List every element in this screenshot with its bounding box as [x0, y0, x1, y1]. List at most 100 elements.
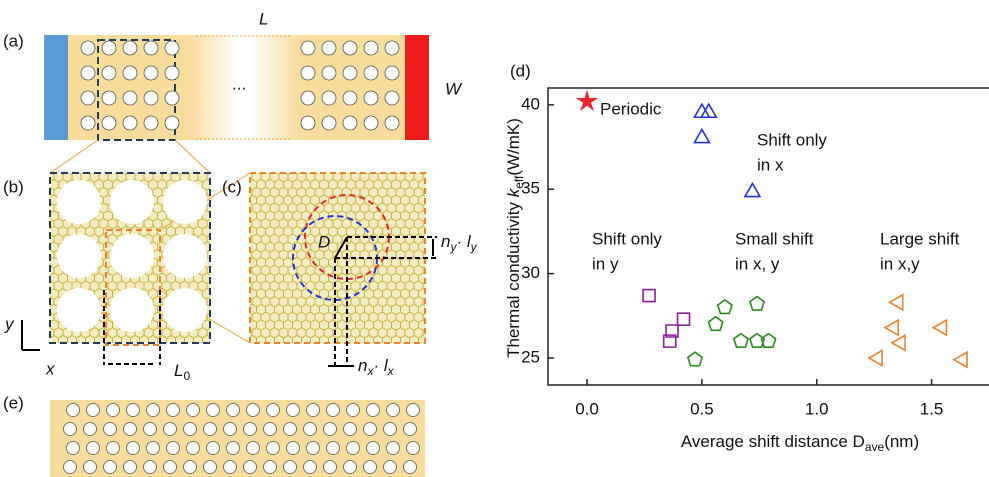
pore — [287, 442, 300, 455]
y-axis-label: Thermal conductivity keff(W/mK) — [504, 118, 526, 358]
xlabel-unit: (nm) — [884, 432, 919, 451]
pore — [57, 180, 101, 224]
l0-label: L0 — [174, 361, 190, 383]
width-label: W — [445, 79, 463, 98]
series-label: in x,y — [880, 254, 920, 273]
pore — [304, 461, 317, 474]
length-label: L — [259, 9, 268, 28]
pore — [224, 461, 237, 474]
panel-label: (c) — [222, 177, 242, 196]
y-tick-label: 35 — [521, 179, 540, 198]
x-tick-label: 1.5 — [920, 399, 944, 418]
point — [750, 297, 764, 311]
hot-lead — [405, 35, 429, 140]
x-tick-label: 0.5 — [690, 399, 714, 418]
pore — [347, 404, 360, 417]
l0: L — [174, 361, 183, 380]
pore — [347, 442, 360, 455]
ny-label: ny· ly — [441, 232, 478, 254]
pore — [144, 423, 157, 436]
figure: (a) (b) (c) (e) L W ... y x L0 D ny· ly … — [0, 0, 989, 477]
panel-label: (d) — [510, 61, 531, 80]
ellipsis: ... — [232, 74, 246, 93]
pore — [384, 461, 397, 474]
point — [869, 351, 882, 366]
nx-label: nx· lx — [358, 356, 395, 378]
pore — [87, 404, 100, 417]
pore — [144, 116, 158, 130]
pore — [81, 41, 95, 55]
pore — [87, 442, 100, 455]
pore — [127, 404, 140, 417]
pore — [322, 66, 336, 80]
pore — [404, 423, 417, 436]
pore — [81, 91, 95, 105]
pore — [324, 423, 337, 436]
xlabel: Average shift distance D — [681, 432, 865, 451]
lx: · l — [373, 356, 388, 375]
series-label: Shift only — [592, 229, 662, 248]
pore — [364, 423, 377, 436]
pore — [343, 116, 357, 130]
series-label: Small shift — [735, 229, 814, 248]
pore — [324, 461, 337, 474]
pore — [64, 461, 77, 474]
pore — [184, 423, 197, 436]
pore — [267, 442, 280, 455]
diagram: (a) (b) (c) (e) L W ... y x L0 D ny· ly … — [3, 9, 478, 477]
x-axis-label: Average shift distance Dave(nm) — [681, 432, 919, 454]
pore — [84, 423, 97, 436]
axis-icon-label: y — [4, 314, 15, 333]
pore — [207, 442, 220, 455]
lx-sub: x — [387, 364, 395, 378]
pore — [165, 116, 179, 130]
strip-fade — [188, 35, 238, 140]
pore — [407, 404, 420, 417]
pore — [107, 442, 120, 455]
pore — [167, 404, 180, 417]
pore — [387, 442, 400, 455]
pore — [301, 116, 315, 130]
point — [890, 295, 903, 310]
pore — [123, 41, 137, 55]
pore — [102, 66, 116, 80]
pore — [301, 91, 315, 105]
pore — [385, 41, 399, 55]
pore — [163, 234, 207, 278]
pore — [343, 41, 357, 55]
pore — [147, 404, 160, 417]
cold-lead — [44, 35, 68, 140]
series-label: Periodic — [600, 99, 662, 118]
pore — [104, 423, 117, 436]
pore — [407, 442, 420, 455]
ny: n — [441, 232, 450, 251]
pore — [110, 234, 154, 278]
pore — [364, 66, 378, 80]
series-label: Large shift — [880, 229, 960, 248]
pore — [104, 461, 117, 474]
pore — [110, 288, 154, 332]
pore — [322, 41, 336, 55]
pore — [384, 423, 397, 436]
pore — [364, 41, 378, 55]
panel-label: (a) — [3, 31, 24, 50]
pore — [387, 404, 400, 417]
point — [734, 334, 748, 348]
ly: · l — [456, 232, 471, 251]
pore — [147, 442, 160, 455]
pore — [304, 423, 317, 436]
pore — [165, 41, 179, 55]
y-tick-label: 40 — [521, 94, 540, 113]
pore — [184, 461, 197, 474]
pore — [267, 404, 280, 417]
pore — [224, 423, 237, 436]
pore — [247, 404, 260, 417]
pore — [344, 423, 357, 436]
point — [892, 335, 905, 350]
point — [718, 300, 732, 314]
pore — [64, 423, 77, 436]
pore — [307, 442, 320, 455]
pore — [207, 404, 220, 417]
pore — [301, 66, 315, 80]
pore — [244, 461, 257, 474]
